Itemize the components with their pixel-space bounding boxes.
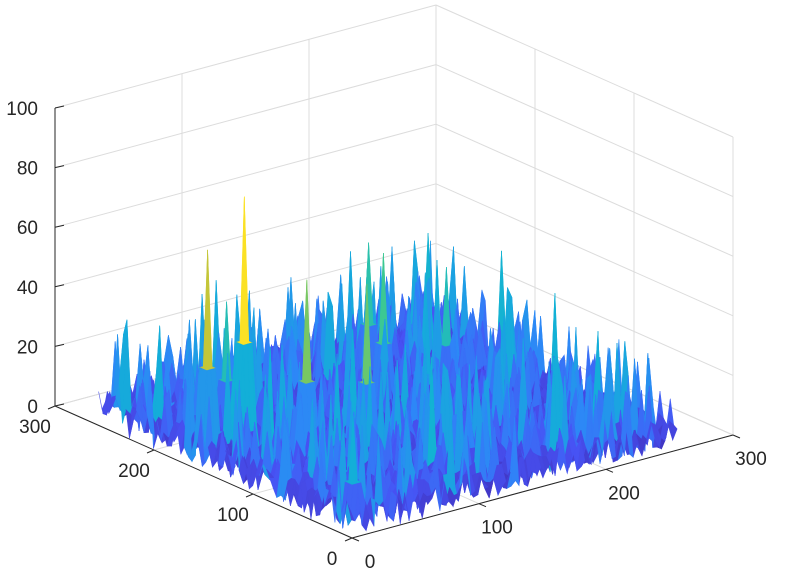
gridline-z-side [435, 242, 734, 376]
gridline-z-side [435, 4, 734, 138]
gridline-z-back [54, 4, 437, 109]
gridline-z-side [435, 183, 734, 317]
gridline-z-back [54, 123, 437, 228]
surface [98, 196, 678, 532]
gridline-z-back [54, 64, 437, 169]
gridline-z-side [435, 64, 734, 198]
gridline-z-side [435, 123, 734, 257]
